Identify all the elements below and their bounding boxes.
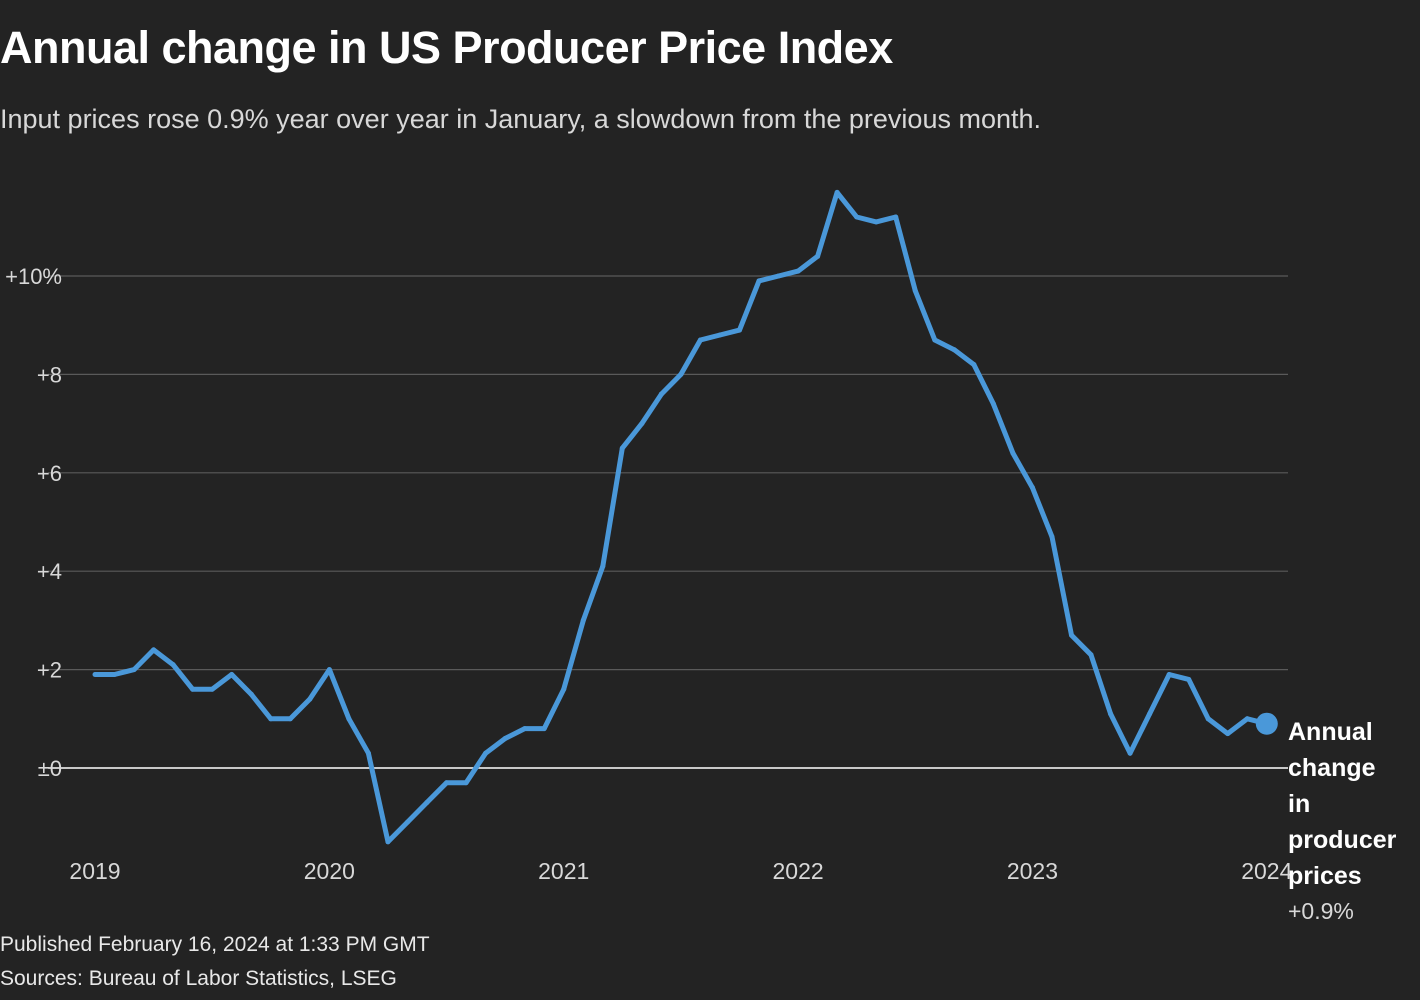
published-date: Published February 16, 2024 at 1:33 PM G… bbox=[0, 933, 430, 956]
data-point bbox=[444, 780, 450, 786]
data-point bbox=[1186, 676, 1192, 682]
data-point bbox=[893, 214, 899, 220]
data-point bbox=[463, 780, 469, 786]
data-point bbox=[834, 189, 840, 195]
data-point bbox=[1166, 672, 1172, 678]
x-tick-label: 2021 bbox=[538, 858, 589, 884]
data-point bbox=[1147, 711, 1153, 717]
data-point bbox=[1108, 711, 1114, 717]
y-tick-label: ±0 bbox=[38, 756, 62, 781]
data-point bbox=[385, 839, 391, 845]
chart-subtitle: Input prices rose 0.9% year over year in… bbox=[0, 104, 1042, 134]
data-point bbox=[190, 686, 196, 692]
data-point bbox=[619, 445, 625, 451]
data-point bbox=[229, 672, 235, 678]
data-point bbox=[1205, 716, 1211, 722]
sources: Sources: Bureau of Labor Statistics, LSE… bbox=[0, 967, 397, 990]
data-point bbox=[776, 273, 782, 279]
data-point bbox=[873, 219, 879, 225]
x-tick-label: 2019 bbox=[69, 858, 120, 884]
data-point bbox=[951, 347, 957, 353]
data-point bbox=[717, 332, 723, 338]
data-point bbox=[346, 716, 352, 722]
data-point bbox=[697, 337, 703, 343]
series-end-value: +0.9% bbox=[1288, 898, 1354, 924]
data-point bbox=[736, 327, 742, 333]
data-point bbox=[1010, 450, 1016, 456]
data-point bbox=[600, 563, 606, 569]
x-tick-label: 2024 bbox=[1241, 858, 1292, 884]
y-tick-label: +2 bbox=[37, 658, 62, 683]
data-point bbox=[483, 750, 489, 756]
data-point bbox=[92, 672, 98, 678]
y-tick-label: +8 bbox=[37, 362, 62, 387]
x-tick-label: 2022 bbox=[772, 858, 823, 884]
x-tick-label: 2020 bbox=[304, 858, 355, 884]
data-point bbox=[502, 735, 508, 741]
data-point bbox=[1244, 716, 1250, 722]
data-point bbox=[1049, 534, 1055, 540]
data-point bbox=[971, 362, 977, 368]
end-point-marker bbox=[1255, 712, 1278, 735]
data-point bbox=[990, 401, 996, 407]
y-tick-label: +4 bbox=[37, 559, 62, 584]
data-point bbox=[678, 371, 684, 377]
data-point bbox=[209, 686, 215, 692]
data-point bbox=[248, 691, 254, 697]
y-tick-label: +10% bbox=[5, 264, 62, 289]
data-point bbox=[541, 726, 547, 732]
data-point bbox=[1127, 750, 1133, 756]
data-point bbox=[1088, 652, 1094, 658]
data-point bbox=[1029, 485, 1035, 491]
x-tick-label: 2023 bbox=[1007, 858, 1058, 884]
data-point bbox=[522, 726, 528, 732]
data-point bbox=[815, 253, 821, 259]
data-point bbox=[424, 799, 430, 805]
data-point bbox=[307, 696, 313, 702]
data-point bbox=[326, 667, 332, 673]
data-point bbox=[1069, 632, 1074, 638]
data-point bbox=[287, 716, 293, 722]
data-point bbox=[756, 278, 762, 284]
data-point bbox=[112, 672, 118, 678]
data-point bbox=[854, 214, 860, 220]
data-point bbox=[912, 288, 918, 294]
data-point bbox=[561, 686, 567, 692]
data-point bbox=[795, 268, 801, 274]
data-point bbox=[131, 667, 137, 673]
data-point bbox=[658, 391, 664, 397]
data-point bbox=[932, 337, 938, 343]
data-point bbox=[1225, 731, 1231, 737]
data-point bbox=[404, 819, 410, 825]
data-point bbox=[639, 421, 645, 427]
chart-title: Annual change in US Producer Price Index bbox=[0, 22, 893, 73]
series-line bbox=[95, 189, 1268, 845]
data-point bbox=[580, 617, 586, 623]
data-point bbox=[268, 716, 274, 722]
data-point bbox=[365, 750, 371, 756]
data-point bbox=[151, 647, 157, 653]
data-point bbox=[170, 662, 176, 668]
series-label: Annual change in producer prices bbox=[1288, 718, 1397, 890]
y-tick-label: +6 bbox=[37, 461, 62, 486]
